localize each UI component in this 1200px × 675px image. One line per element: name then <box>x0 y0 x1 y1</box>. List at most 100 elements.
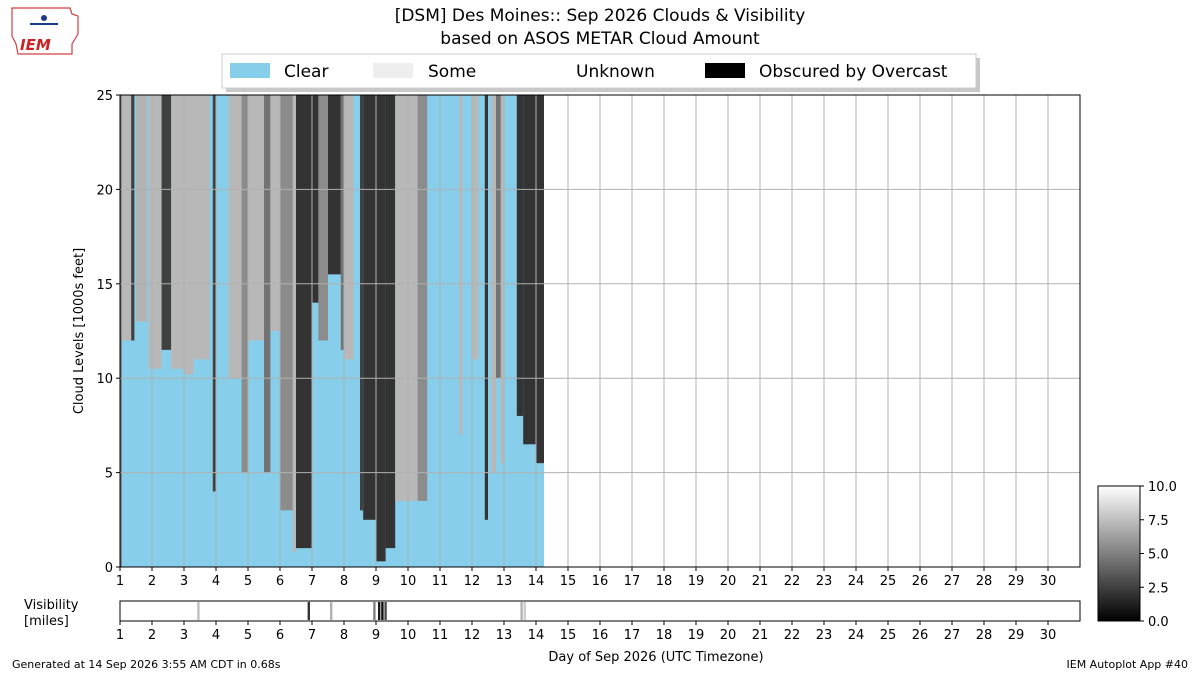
chart-legend: Clear Some Unknown Obscured by Overcast <box>221 53 980 92</box>
x-tick-label: 20 <box>720 628 737 643</box>
x-tick-label: 23 <box>816 574 833 589</box>
cloud-block <box>395 95 408 501</box>
colorbar-tick-label: 0.0 <box>1148 615 1169 630</box>
cloud-y-axis-label: Cloud Levels [1000s feet] <box>72 248 87 414</box>
x-tick-label: 6 <box>276 628 284 643</box>
cloud-block <box>328 95 341 275</box>
y-tick-label: 15 <box>96 278 113 293</box>
visibility-mark <box>307 602 310 620</box>
visibility-mark <box>373 602 376 620</box>
cloud-area-layer <box>120 95 544 567</box>
x-tick-label: 18 <box>656 574 673 589</box>
x-tick-label: 7 <box>308 574 316 589</box>
cloud-block <box>228 95 242 379</box>
cloud-block <box>496 95 501 379</box>
cloud-block <box>270 95 280 331</box>
cloud-block <box>131 95 135 341</box>
x-tick-label: 5 <box>244 574 252 589</box>
visibility-mark <box>381 602 384 620</box>
x-tick-label: 24 <box>848 574 865 589</box>
visibility-label-line1: Visibility <box>24 598 79 613</box>
cloud-block <box>459 95 463 435</box>
colorbar-tick-label: 2.5 <box>1148 581 1169 596</box>
x-tick-label: 16 <box>592 574 609 589</box>
cloud-y-axis: 0 5 10 15 20 25 <box>96 89 120 576</box>
x-tick-label: 11 <box>432 628 449 643</box>
chart-subtitle: based on ASOS METAR Cloud Amount <box>440 29 760 49</box>
x-tick-label: 17 <box>624 574 641 589</box>
x-tick-label: 12 <box>464 628 481 643</box>
cloud-block <box>292 95 296 552</box>
cloud-block <box>385 95 396 549</box>
y-tick-label: 20 <box>96 183 113 198</box>
x-tick-label: 9 <box>372 574 380 589</box>
x-tick-label: 26 <box>912 628 929 643</box>
cloud-block <box>376 95 386 562</box>
x-tick-label: 2 <box>148 628 156 643</box>
x-tick-label: 20 <box>720 574 737 589</box>
legend-label-overcast: Obscured by Overcast <box>759 62 948 82</box>
x-tick-label: 7 <box>308 628 316 643</box>
x-tick-label: 11 <box>432 574 449 589</box>
colorbar-ticks: 0.0 2.5 5.0 7.5 10.0 <box>1140 480 1177 630</box>
x-tick-label: 26 <box>912 574 929 589</box>
iem-logo: IEM <box>11 7 79 55</box>
cloud-block <box>484 95 488 520</box>
x-tick-label: 13 <box>496 574 513 589</box>
x-tick-label: 2 <box>148 574 156 589</box>
cloud-block <box>296 95 312 549</box>
x-tick-label: 1 <box>116 574 124 589</box>
x-tick-label: 12 <box>464 574 481 589</box>
x-tick-label: 8 <box>340 628 348 643</box>
colorbar-tick-label: 10.0 <box>1148 480 1177 495</box>
x-tick-label: 27 <box>944 628 961 643</box>
x-tick-label: 19 <box>688 628 705 643</box>
cloud-block <box>417 95 428 501</box>
cloud-block <box>360 95 364 511</box>
x-tick-label: 30 <box>1040 628 1057 643</box>
x-tick-label: 10 <box>400 628 417 643</box>
visibility-x-axis: 1 2 3 4 5 6 7 8 9 10 11 12 13 14 15 16 17 18 19 20 21 22 23 24 2… <box>116 621 1056 643</box>
x-tick-label: 22 <box>784 574 801 589</box>
cloud-block <box>280 95 293 511</box>
cloud-block <box>500 95 504 464</box>
x-tick-label: 17 <box>624 628 641 643</box>
x-tick-label: 28 <box>976 574 993 589</box>
x-tick-label: 18 <box>656 628 673 643</box>
y-tick-label: 25 <box>96 89 113 104</box>
visibility-mark <box>384 602 387 620</box>
x-tick-label: 16 <box>592 628 609 643</box>
x-tick-label: 22 <box>784 628 801 643</box>
footer-app: IEM Autoplot App #40 <box>1067 658 1189 671</box>
x-tick-label: 29 <box>1008 628 1025 643</box>
legend-swatch-unknown <box>522 63 562 78</box>
legend-swatch-some <box>373 63 413 78</box>
visibility-strip-bg <box>120 601 1080 621</box>
cloud-block <box>340 95 344 350</box>
visibility-colorbar: 0.0 2.5 5.0 7.5 10.0 <box>1097 480 1177 630</box>
x-tick-label: 9 <box>372 628 380 643</box>
x-tick-label: 10 <box>400 574 417 589</box>
visibility-plot: 1 2 3 4 5 6 7 8 9 10 11 12 13 14 15 16 17 18 19 20 21 22 23 24 2… <box>24 598 1081 665</box>
visibility-mark <box>520 602 523 620</box>
colorbar-tick-label: 7.5 <box>1148 514 1169 529</box>
visibility-mark <box>197 602 200 620</box>
x-tick-label: 15 <box>560 574 577 589</box>
cloud-block <box>136 95 148 322</box>
x-tick-label: 5 <box>244 628 252 643</box>
x-tick-label: 1 <box>116 628 124 643</box>
x-tick-label: 3 <box>180 628 188 643</box>
legend-swatch-overcast <box>705 63 745 78</box>
cloud-block <box>523 95 536 445</box>
x-tick-label: 24 <box>848 628 865 643</box>
visibility-mark <box>378 602 381 620</box>
x-tick-label: 28 <box>976 628 993 643</box>
x-tick-label: 21 <box>752 574 769 589</box>
logo-text: IEM <box>20 36 51 54</box>
legend-label-some: Some <box>428 62 476 82</box>
x-tick-label: 14 <box>528 628 545 643</box>
iowa-outline-icon <box>11 7 79 55</box>
x-tick-label: 8 <box>340 574 348 589</box>
y-tick-label: 5 <box>105 467 113 482</box>
